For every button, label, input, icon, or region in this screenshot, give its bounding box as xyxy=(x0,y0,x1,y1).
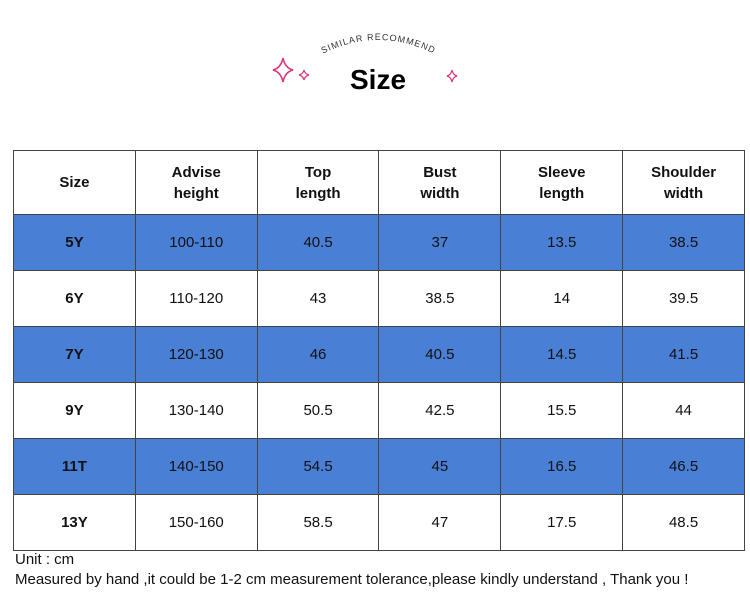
tolerance-note: Measured by hand ,it could be 1-2 cm mea… xyxy=(15,571,689,588)
table-row: 13Y 150-160 58.5 47 17.5 48.5 xyxy=(13,494,745,551)
value-cell: 140-150 xyxy=(134,438,258,495)
value-cell: 38.5 xyxy=(378,270,502,327)
value-cell: 15.5 xyxy=(500,382,624,439)
value-cell: 47 xyxy=(378,494,502,551)
header-line: length xyxy=(295,184,341,202)
size-table: Size Advise height Top length Bust width Sleeve… xyxy=(13,150,745,551)
value-cell: 17.5 xyxy=(500,494,624,551)
subtitle: SIMILAR RECOMMEND xyxy=(320,32,437,56)
size-cell: 5Y xyxy=(13,214,136,271)
table-head: Size Advise height Top length Bust width Sleeve… xyxy=(13,150,745,215)
value-cell: 48.5 xyxy=(622,494,745,551)
header-line: width xyxy=(663,184,704,202)
size-cell: 7Y xyxy=(13,326,136,383)
table-body: 5Y 100-110 40.5 37 13.5 38.5 6Y 110-120 43 38.5 14… xyxy=(13,214,745,551)
value-cell: 37 xyxy=(378,214,502,271)
size-cell: 11T xyxy=(13,438,136,495)
value-cell: 150-160 xyxy=(134,494,258,551)
value-cell: 54.5 xyxy=(256,438,380,495)
value-cell: 130-140 xyxy=(134,382,258,439)
value-cell: 100-110 xyxy=(134,214,258,271)
column-header: Size xyxy=(13,150,136,215)
sparkle xyxy=(272,57,294,83)
column-header: Shoulder width xyxy=(622,150,745,215)
table-row: 7Y 120-130 46 40.5 14.5 41.5 xyxy=(13,326,745,383)
value-cell: 39.5 xyxy=(622,270,745,327)
value-cell: 14.5 xyxy=(500,326,624,383)
header-line: height xyxy=(173,184,219,202)
value-cell: 46.5 xyxy=(622,438,745,495)
sparkle xyxy=(446,69,458,83)
value-cell: 40.5 xyxy=(378,326,502,383)
header-line: Top xyxy=(304,163,332,181)
column-header: Sleeve length xyxy=(500,150,624,215)
header-line: Advise xyxy=(171,163,221,181)
header-row: Size Advise height Top length Bust width Sleeve… xyxy=(13,150,745,215)
value-cell: 50.5 xyxy=(256,382,380,439)
value-cell: 38.5 xyxy=(622,214,745,271)
value-cell: 41.5 xyxy=(622,326,745,383)
unit-note: Unit : cm xyxy=(15,551,75,568)
value-cell: 42.5 xyxy=(378,382,502,439)
value-cell: 45 xyxy=(378,438,502,495)
header-line: width xyxy=(420,184,460,202)
subtitle-arc: SIMILAR RECOMMEND xyxy=(320,32,438,56)
column-header: Bust width xyxy=(378,150,502,215)
sparkle xyxy=(298,69,310,81)
value-cell: 14 xyxy=(500,270,624,327)
header-line: Sleeve xyxy=(537,163,586,181)
table-row: 11T 140-150 54.5 45 16.5 46.5 xyxy=(13,438,745,495)
value-cell: 58.5 xyxy=(256,494,380,551)
column-header: Top length xyxy=(256,150,380,215)
size-cell: 13Y xyxy=(13,494,136,551)
table-row: 5Y 100-110 40.5 37 13.5 38.5 xyxy=(13,214,745,271)
value-cell: 43 xyxy=(256,270,380,327)
value-cell: 46 xyxy=(256,326,380,383)
value-cell: 120-130 xyxy=(134,326,258,383)
column-header: Advise height xyxy=(134,150,258,215)
size-cell: 9Y xyxy=(13,382,136,439)
header-line: Shoulder xyxy=(651,163,717,181)
value-cell: 13.5 xyxy=(500,214,624,271)
table-row: 9Y 130-140 50.5 42.5 15.5 44 xyxy=(13,382,745,439)
size-cell: 6Y xyxy=(13,270,136,327)
header-line: Bust xyxy=(423,163,457,181)
title: Size xyxy=(350,64,406,95)
value-cell: 40.5 xyxy=(256,214,380,271)
header-line: length xyxy=(539,184,585,202)
value-cell: 110-120 xyxy=(134,270,258,327)
header-line: Size xyxy=(59,174,90,191)
value-cell: 16.5 xyxy=(500,438,624,495)
value-cell: 44 xyxy=(622,382,745,439)
table-row: 6Y 110-120 43 38.5 14 39.5 xyxy=(13,270,745,327)
header: SIMILAR RECOMMEND Size xyxy=(272,32,458,95)
